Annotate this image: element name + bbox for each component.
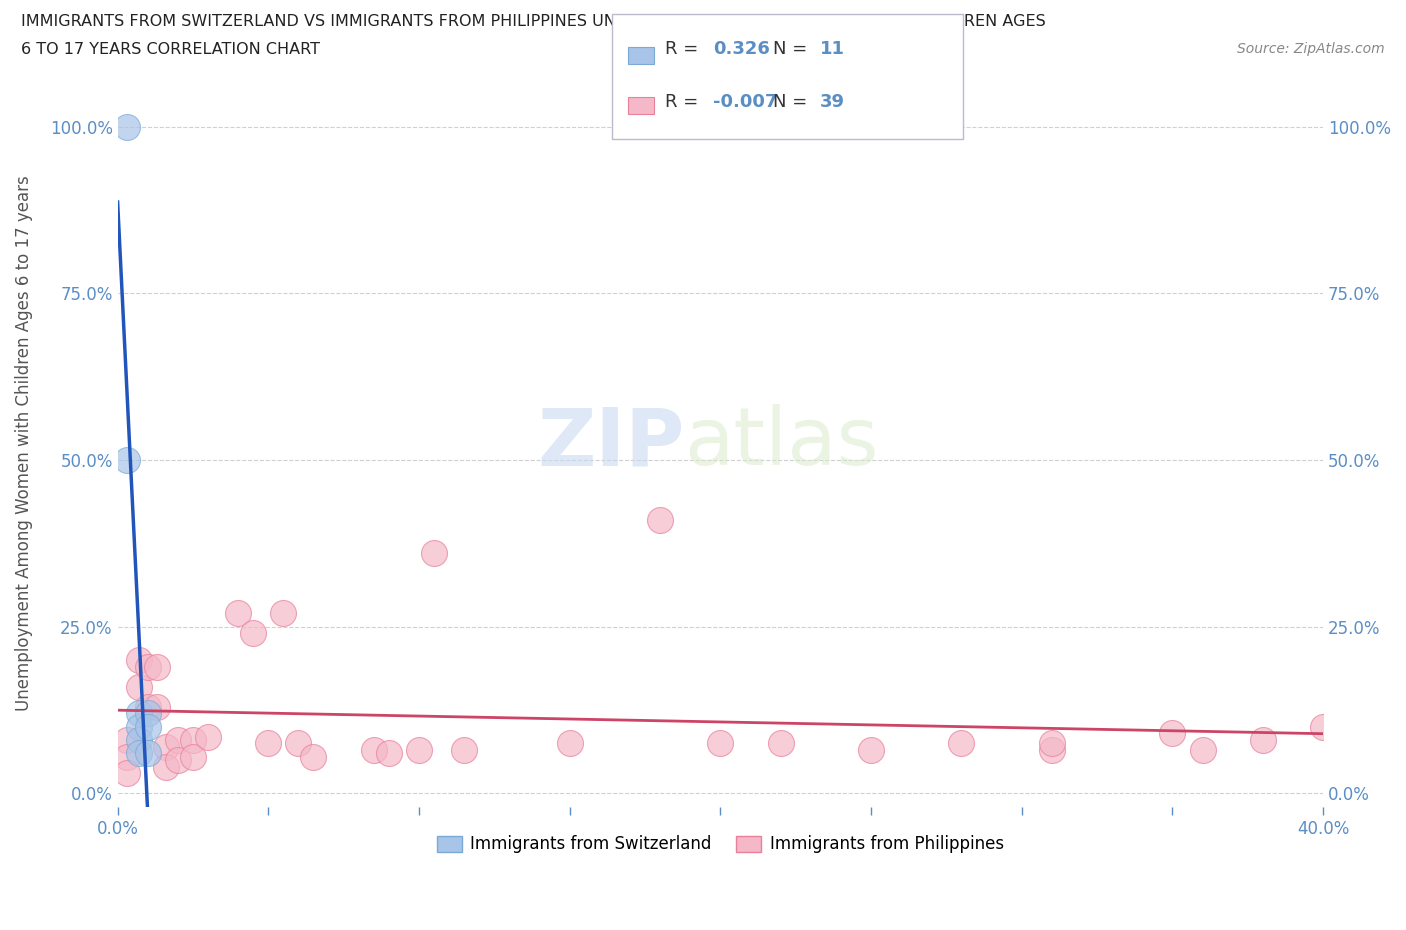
Text: R =: R = <box>665 40 704 58</box>
Y-axis label: Unemployment Among Women with Children Ages 6 to 17 years: Unemployment Among Women with Children A… <box>15 176 32 711</box>
Point <box>128 653 150 668</box>
Text: 6 TO 17 YEARS CORRELATION CHART: 6 TO 17 YEARS CORRELATION CHART <box>21 42 321 57</box>
Point <box>115 119 138 134</box>
Point <box>115 733 138 748</box>
Point <box>115 750 138 764</box>
Point <box>128 733 150 748</box>
Point <box>950 736 973 751</box>
Text: N =: N = <box>773 93 813 111</box>
Point <box>115 453 138 468</box>
Point <box>860 742 883 757</box>
Point <box>378 746 401 761</box>
Point <box>136 699 159 714</box>
Text: R =: R = <box>665 93 704 111</box>
Point <box>271 606 294 621</box>
Point <box>197 729 219 744</box>
Point <box>128 679 150 694</box>
Point <box>257 736 280 751</box>
Point <box>128 719 150 734</box>
Point <box>166 752 188 767</box>
Point <box>408 742 430 757</box>
Text: IMMIGRANTS FROM SWITZERLAND VS IMMIGRANTS FROM PHILIPPINES UNEMPLOYMENT AMONG WO: IMMIGRANTS FROM SWITZERLAND VS IMMIGRANT… <box>21 14 1046 29</box>
Point <box>423 546 446 561</box>
Point <box>136 719 159 734</box>
Point <box>166 733 188 748</box>
Point <box>453 742 475 757</box>
Point <box>648 512 671 527</box>
Point <box>1312 719 1334 734</box>
Point <box>136 659 159 674</box>
Point <box>1191 742 1213 757</box>
Point <box>145 659 167 674</box>
Text: atlas: atlas <box>685 405 879 483</box>
Text: ZIP: ZIP <box>537 405 685 483</box>
Point <box>769 736 792 751</box>
Point <box>115 766 138 781</box>
Text: N =: N = <box>773 40 813 58</box>
Point <box>242 626 264 641</box>
Legend: Immigrants from Switzerland, Immigrants from Philippines: Immigrants from Switzerland, Immigrants … <box>430 829 1011 860</box>
Text: -0.007: -0.007 <box>713 93 778 111</box>
Point <box>302 750 325 764</box>
Text: 39: 39 <box>820 93 845 111</box>
Point <box>181 733 204 748</box>
Point <box>558 736 581 751</box>
Point <box>226 606 249 621</box>
Point <box>136 706 159 721</box>
Text: Source: ZipAtlas.com: Source: ZipAtlas.com <box>1237 42 1385 56</box>
Point <box>136 746 159 761</box>
Point <box>363 742 385 757</box>
Text: 11: 11 <box>820 40 845 58</box>
Point <box>287 736 309 751</box>
Point <box>155 759 177 774</box>
Point <box>181 750 204 764</box>
Point <box>1040 742 1063 757</box>
Text: 0.326: 0.326 <box>713 40 769 58</box>
Point <box>128 746 150 761</box>
Point <box>1040 736 1063 751</box>
Point <box>1161 726 1184 741</box>
Point <box>128 706 150 721</box>
Point <box>145 699 167 714</box>
Point <box>1251 733 1274 748</box>
Point <box>155 739 177 754</box>
Point <box>709 736 731 751</box>
